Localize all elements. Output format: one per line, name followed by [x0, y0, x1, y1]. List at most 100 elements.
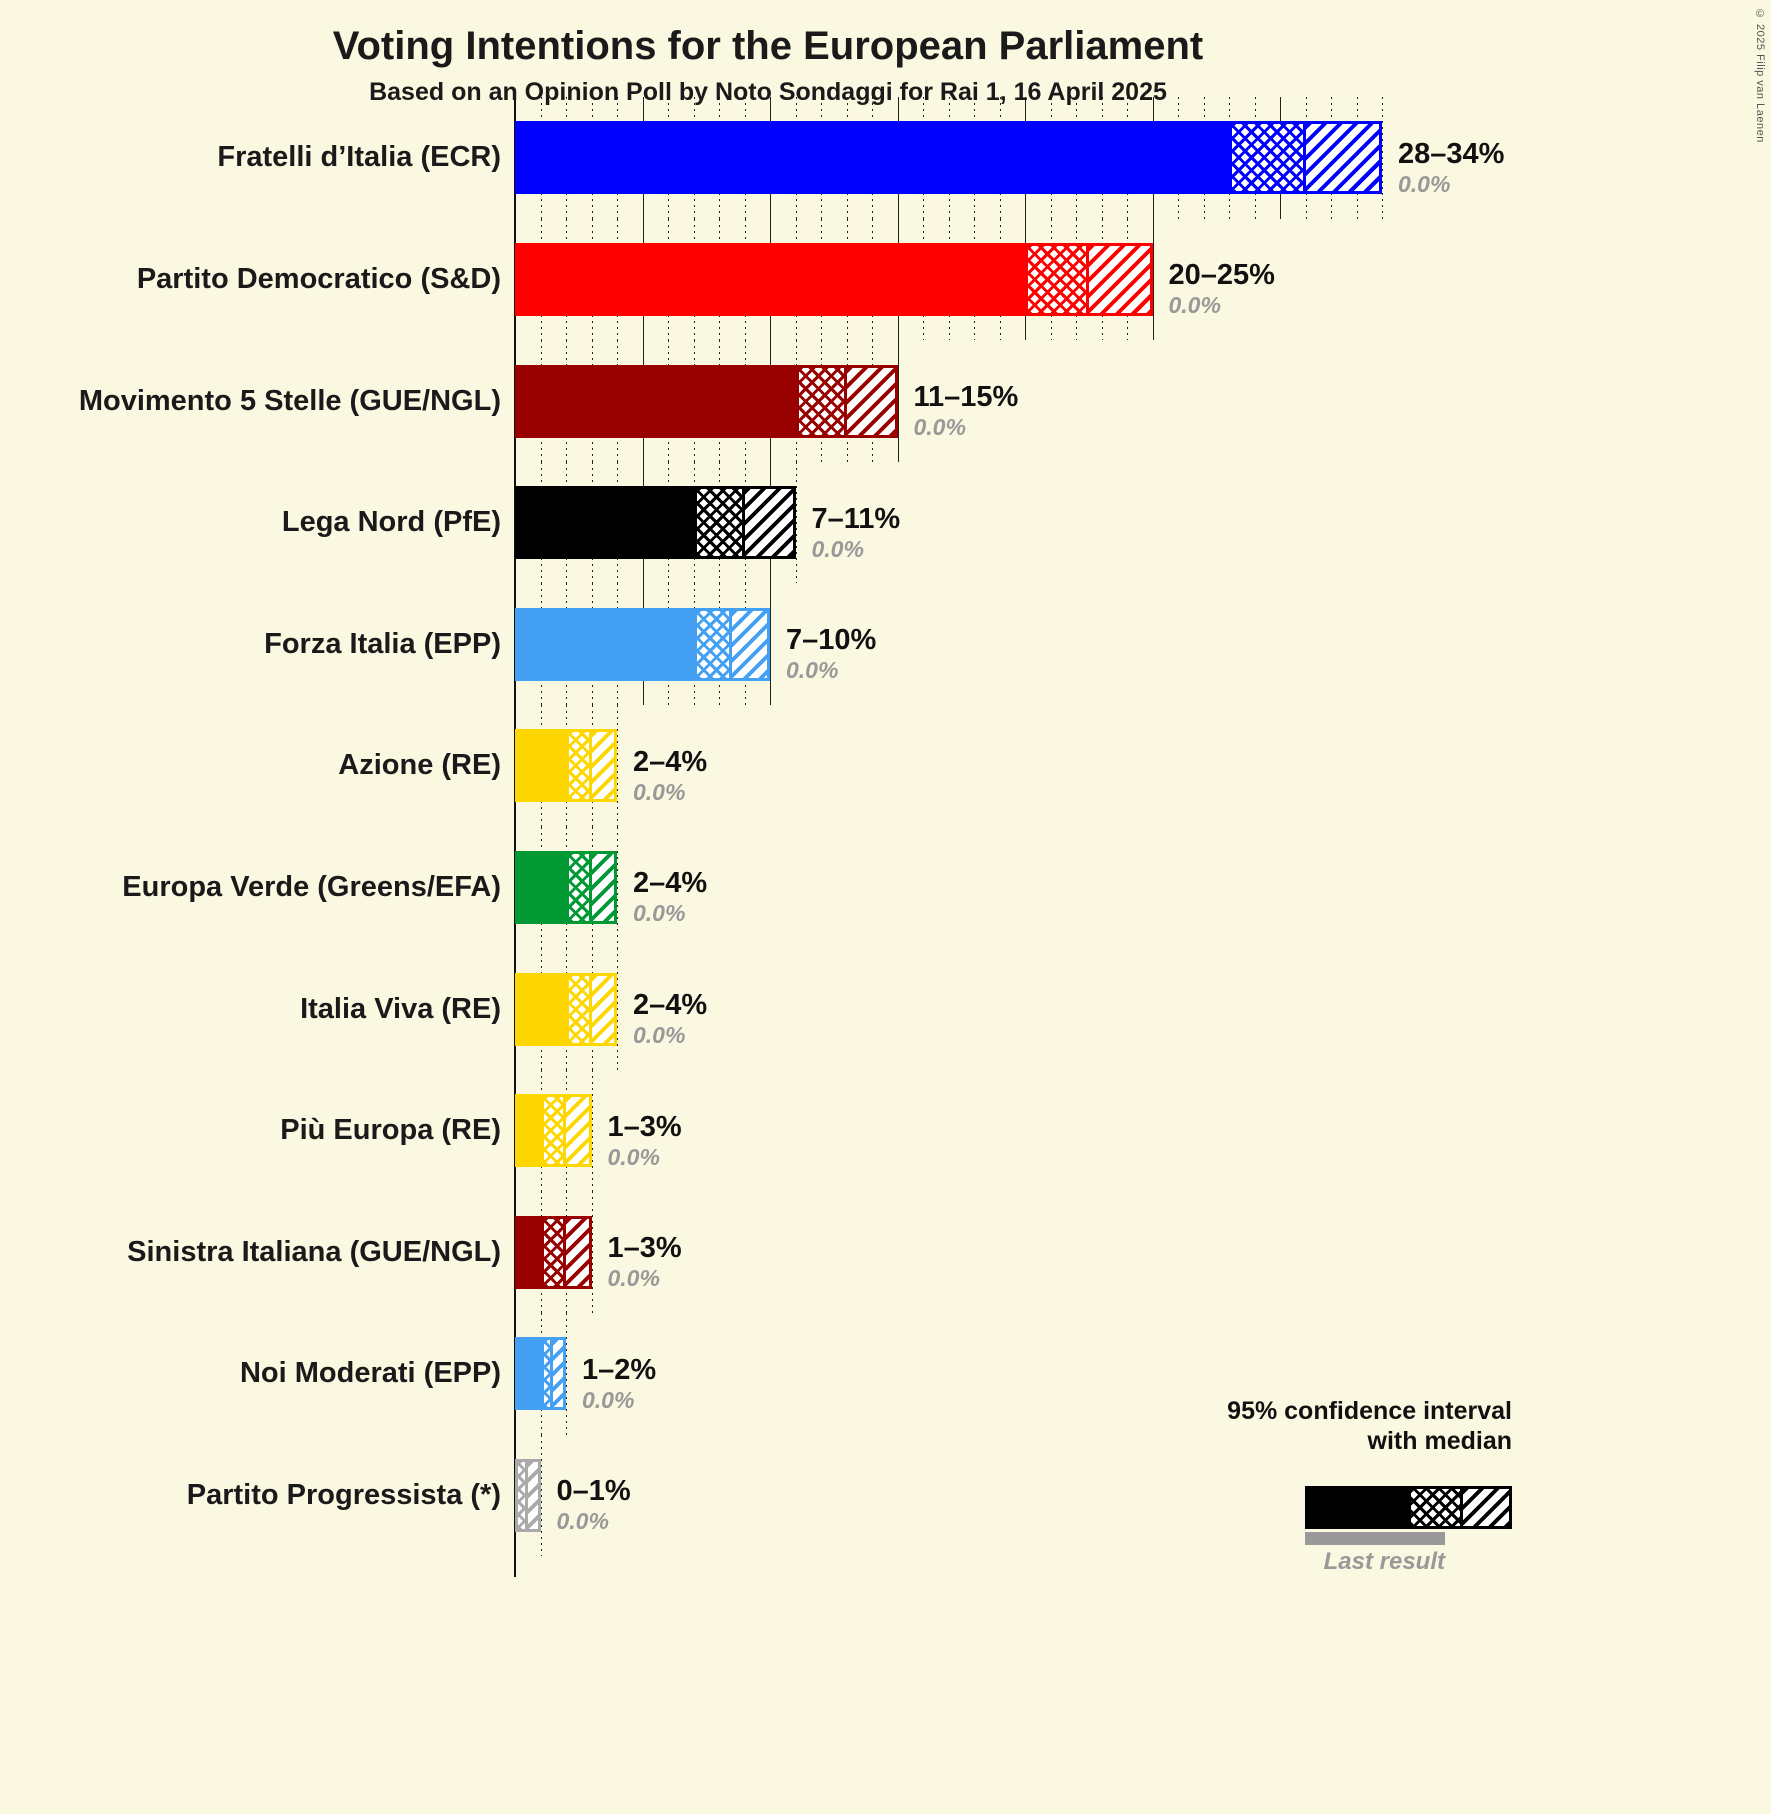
legend-title-line2: with median	[1367, 1427, 1512, 1455]
party-label: Partito Democratico (S&D)	[136, 262, 501, 295]
legend-crosshatch-segment	[1408, 1486, 1463, 1529]
bar-solid-segment	[515, 1094, 541, 1168]
party-label: Partito Progressista (*)	[186, 1478, 501, 1511]
page-subtitle: Based on an Opinion Poll by Noto Sondagg…	[369, 78, 1167, 106]
last-result-label: 0.0%	[811, 535, 864, 562]
confidence-bar	[515, 242, 1153, 316]
party-label: Azione (RE)	[338, 749, 501, 782]
value-label-group: 20–25% 0.0%	[1169, 253, 1275, 326]
legend-sample-bar	[1305, 1486, 1512, 1529]
bar-solid-segment	[515, 242, 1025, 316]
bar-solid-segment	[515, 121, 1229, 195]
last-result-label: 0.0%	[633, 900, 686, 927]
last-result-label: 0.0%	[786, 657, 839, 684]
value-label-group: 1–2% 0.0%	[582, 1347, 656, 1420]
last-result-label: 0.0%	[913, 414, 966, 440]
ci-range-label: 20–25%	[1168, 259, 1275, 292]
bar-crosshatch-segment	[1229, 121, 1306, 195]
gridline	[1382, 97, 1383, 219]
party-label: Italia Viva (RE)	[300, 992, 501, 1025]
confidence-bar	[515, 364, 898, 438]
value-label-group: 1–3% 0.0%	[608, 1226, 682, 1299]
gridline	[1152, 218, 1154, 341]
bar-crosshatch-segment	[795, 364, 847, 438]
copyright-notice: © 2025 Filip van Laenen	[1754, 8, 1766, 143]
legend-title-line1: 95% confidence interval	[1227, 1397, 1512, 1425]
party-label: Noi Moderati (EPP)	[239, 1357, 501, 1390]
party-label: Fratelli d’Italia (ECR)	[217, 141, 501, 174]
bar-solid-segment	[515, 607, 694, 681]
gridline	[591, 1069, 593, 1192]
ci-range-label: 7–11%	[811, 502, 901, 535]
party-label: Europa Verde (Greens/EFA)	[122, 870, 501, 903]
value-label-group: 1–3% 0.0%	[608, 1104, 682, 1177]
bar-diagonal-segment	[550, 1337, 566, 1411]
bar-diagonal-segment	[728, 607, 770, 681]
ci-range-label: 1–3%	[607, 1110, 682, 1143]
confidence-bar	[515, 972, 617, 1046]
ci-range-label: 11–15%	[913, 381, 1019, 413]
bar-diagonal-segment	[563, 1215, 592, 1289]
bar-solid-segment	[515, 1215, 541, 1289]
legend: 95% confidence interval with median Last…	[1000, 1396, 1512, 1586]
legend-last-result-label: Last result	[1323, 1548, 1445, 1575]
party-label: Forza Italia (EPP)	[264, 627, 501, 660]
value-label-group: 2–4% 0.0%	[633, 861, 707, 934]
bar-diagonal-segment	[588, 729, 617, 803]
bar-diagonal-segment	[741, 486, 796, 560]
bar-diagonal-segment	[524, 1458, 541, 1532]
page-title: Voting Intentions for the European Parli…	[332, 24, 1204, 68]
legend-title: 95% confidence interval with median	[1000, 1396, 1512, 1456]
legend-solid-segment	[1305, 1486, 1408, 1529]
bar-diagonal-segment	[1302, 121, 1382, 195]
party-label: Movimento 5 Stelle (GUE/NGL)	[78, 384, 501, 417]
bar-crosshatch-segment	[693, 607, 732, 681]
legend-diagonal-segment	[1460, 1486, 1512, 1529]
gridline	[770, 583, 771, 705]
party-label: Più Europa (RE)	[280, 1114, 501, 1147]
gridline	[795, 461, 797, 584]
confidence-bar	[515, 850, 617, 924]
value-label-group: 7–11% 0.0%	[812, 496, 901, 569]
ci-range-label: 2–4%	[633, 867, 708, 900]
confidence-bar	[515, 607, 770, 681]
bar-solid-segment	[515, 486, 694, 560]
ci-range-label: 28–34%	[1398, 137, 1505, 170]
grid-band	[515, 1434, 543, 1557]
ci-range-label: 2–4%	[633, 745, 708, 778]
gridline	[540, 1434, 542, 1557]
party-label: Sinistra Italiana (GUE/NGL)	[127, 1235, 501, 1268]
bar-diagonal-segment	[588, 850, 617, 924]
ci-range-label: 0–1%	[556, 1475, 631, 1508]
bar-solid-segment	[515, 1337, 541, 1411]
gridline	[566, 1313, 567, 1435]
bar-solid-segment	[515, 850, 566, 924]
value-label-group: 11–15% 0.0%	[914, 375, 1019, 448]
last-result-label: 0.0%	[633, 778, 686, 805]
bar-solid-segment	[515, 729, 566, 803]
last-result-label: 0.0%	[607, 1143, 660, 1170]
value-label-group: 0–1% 0.0%	[557, 1469, 631, 1542]
ci-range-label: 2–4%	[633, 989, 708, 1021]
ci-range-label: 7–10%	[786, 624, 877, 657]
confidence-bar	[515, 1458, 541, 1532]
value-label-group: 2–4% 0.0%	[633, 739, 707, 812]
last-result-label: 0.0%	[1398, 170, 1451, 197]
ci-range-label: 1–2%	[582, 1353, 657, 1386]
x-axis-zero-line	[514, 97, 516, 1577]
ci-range-label: 1–3%	[607, 1232, 682, 1265]
bar-solid-segment	[515, 972, 566, 1046]
last-result-label: 0.0%	[633, 1022, 686, 1048]
last-result-label: 0.0%	[556, 1508, 609, 1535]
gridline	[617, 948, 618, 1070]
legend-last-result-bar	[1305, 1532, 1445, 1545]
bar-diagonal-segment	[563, 1094, 592, 1168]
confidence-bar	[515, 486, 796, 560]
bar-crosshatch-segment	[1025, 242, 1089, 316]
gridline	[591, 1191, 593, 1313]
confidence-bar	[515, 1337, 566, 1411]
party-label: Lega Nord (PfE)	[281, 506, 501, 539]
value-label-group: 7–10% 0.0%	[786, 618, 876, 691]
bar-diagonal-segment	[1085, 242, 1153, 316]
